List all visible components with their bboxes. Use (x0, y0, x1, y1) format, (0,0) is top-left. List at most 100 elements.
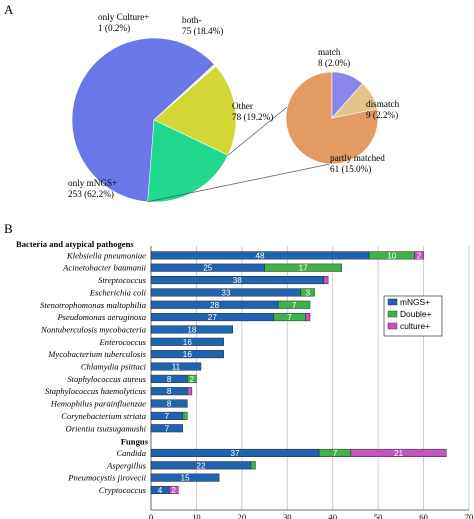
value-label-acinetobacter-baumanii-mngs: 25 (203, 264, 213, 273)
group-label-2: Fungus (121, 437, 149, 447)
value-label-pseudomonas-aeruginosa-double: 7 (287, 313, 292, 322)
category-label-cryptococcus: Cryptococcus (99, 485, 147, 495)
bar-streptococcus-culture (323, 276, 329, 285)
value-label-mycobacterium-tuberculosis-mngs: 16 (183, 350, 193, 359)
category-label-pseudomonas-aeruginosa: Pseudomonas aeruginosa (56, 312, 146, 322)
category-label-klebsiella-pneumoniae: Klebsiella pneumoniae (66, 250, 146, 260)
bar-candida-culture (350, 448, 447, 457)
x-tick-0: 0 (149, 512, 153, 519)
label-dismatch-2: 9 (2.2%) (366, 110, 398, 120)
value-label-acinetobacter-baumanii-double: 17 (299, 264, 309, 273)
bar-nontuberculosis-mycobacteria-mngs (150, 325, 233, 334)
value-label-pneumocystis-jirovecii-mngs: 15 (181, 474, 191, 483)
value-label-aspergillus-mngs: 22 (196, 461, 206, 470)
value-label-nontuberculosis-mycobacteria-mngs: 18 (187, 325, 197, 334)
bar-stenotrophomonas-maltophilia-double (277, 300, 311, 309)
value-label-escherichia-coli-mngs: 33 (221, 288, 231, 297)
value-label-stenotrophomonas-maltophilia-double: 7 (292, 301, 297, 310)
x-tick-70: 70 (465, 512, 474, 519)
bar-pseudomonas-aeruginosa-culture (305, 313, 311, 322)
bar-acinetobacter-baumanii-double (264, 263, 343, 272)
value-label-candida-double: 7 (333, 449, 338, 458)
bar-enterococcus-mngs (150, 337, 224, 346)
category-label-stenotrophomonas-maltophilia: Stenotrophomonas maltophilia (40, 300, 146, 310)
label-only-mngs-2: 253 (62.2%) (68, 189, 114, 199)
label-match-2: 8 (2.0%) (318, 58, 350, 68)
label-dismatch-1: dismatch (366, 99, 400, 109)
panel-b-label: B (4, 221, 13, 236)
category-label-staphylococcus-aureus: Staphylococcus aureus (67, 374, 146, 384)
group-label-1: Bacteria and atypical pathogens (16, 239, 134, 249)
category-label-corynebacterium-striata: Corynebacterium striata (61, 411, 146, 421)
value-label-cryptococcus-culture: 2 (171, 486, 176, 495)
value-label-streptococcus-mngs: 38 (233, 276, 243, 285)
panel-a-label: A (4, 2, 14, 17)
bar-staphylococcus-haemolyticus-culture (187, 387, 193, 396)
legend-label-culture: culture+ (400, 321, 430, 331)
label-both-negative-2: 75 (18.4%) (182, 26, 223, 36)
category-label-streptococcus: Streptococcus (98, 275, 147, 285)
bar-mycobacterium-tuberculosis-mngs (150, 350, 224, 359)
label-only-culture-1: only Culture+ (98, 12, 149, 22)
bar-chlamydia-psittaci-mngs (150, 362, 202, 371)
label-partly-matched-1: partly matched (330, 153, 385, 163)
category-label-acinetobacter-baumanii: Acinetobacter baumanii (62, 263, 146, 273)
value-label-escherichia-coli-double: 3 (305, 288, 310, 297)
category-label-nontuberculosis-mycobacteria: Nontuberculosis mycobacteria (40, 324, 146, 334)
category-label-escherichia-coli: Escherichia coli (89, 287, 147, 297)
label-only-mngs-1: only mNGS+ (68, 178, 117, 188)
bar-klebsiella-pneumoniae-culture (414, 251, 424, 260)
category-label-candida: Candida (116, 448, 146, 458)
x-tick-20: 20 (238, 512, 247, 519)
category-label-chlamydia-psittaci: Chlamydia psittaci (81, 362, 147, 372)
value-label-enterococcus-mngs: 16 (183, 338, 193, 347)
bar-cryptococcus-culture (168, 485, 179, 495)
bar-aspergillus-double (250, 461, 256, 470)
connector-line-bottom (147, 163, 331, 203)
label-only-culture-2: 1 (0.2%) (98, 23, 130, 33)
value-label-klebsiella-pneumoniae-culture: 2 (417, 251, 422, 260)
value-label-klebsiella-pneumoniae-mngs: 48 (255, 251, 265, 260)
value-label-stenotrophomonas-maltophilia-mngs: 28 (210, 301, 220, 310)
label-both-negative-1: both- (182, 15, 201, 25)
category-label-aspergillus: Aspergillus (106, 460, 146, 470)
category-label-mycobacterium-tuberculosis: Mycobacterium tuberculosis (47, 349, 146, 359)
x-tick-60: 60 (419, 512, 428, 519)
category-label-staphylococcus-haemolyticus: Staphylococcus haemolyticus (45, 386, 147, 396)
value-label-pseudomonas-aeruginosa-mngs: 27 (208, 313, 218, 322)
x-tick-50: 50 (374, 512, 383, 519)
value-label-staphylococcus-aureus-double: 2 (190, 375, 195, 384)
subpie-slice-match (331, 83, 378, 119)
x-tick-10: 10 (192, 512, 201, 519)
legend-label-double: Double+ (400, 309, 432, 319)
value-label-candida-mngs: 37 (230, 449, 240, 458)
value-label-orientia-tsutsugamushi-mngs: 7 (165, 424, 170, 433)
bar-corynebacterium-striata-double (182, 411, 188, 420)
category-label-hemophilus-parainfluenzae: Hemophilus parainfluenzae (50, 399, 146, 409)
legend-swatch-mngs (387, 298, 398, 306)
value-label-hemophilus-parainfluenzae-mngs: 8 (167, 400, 172, 409)
bar-staphylococcus-aureus-double (187, 374, 197, 383)
legend-label-mngs: mNGS+ (400, 297, 430, 307)
value-label-corynebacterium-striata-mngs: 7 (165, 412, 170, 421)
value-label-chlamydia-psittaci-mngs: 11 (172, 363, 181, 372)
value-label-cryptococcus-mngs: 4 (158, 486, 163, 495)
x-tick-40: 40 (328, 512, 337, 519)
bar-hemophilus-parainfluenzae-mngs (150, 399, 188, 408)
value-label-staphylococcus-aureus-mngs: 8 (167, 375, 172, 384)
legend-swatch-culture (387, 322, 398, 330)
value-label-klebsiella-pneumoniae-double: 10 (387, 251, 397, 260)
label-partly-matched-2: 61 (15.0%) (330, 164, 371, 174)
category-label-enterococcus: Enterococcus (99, 337, 147, 347)
label-other-2: 78 (19.2%) (232, 112, 273, 122)
bar-orientia-tsutsugamushi-mngs (150, 424, 184, 433)
value-label-candida-culture: 21 (394, 449, 404, 458)
bar-escherichia-coli-double (300, 288, 315, 297)
category-label-pneumocystis-jirovecii: Pneumocystis jirovecii (67, 473, 146, 483)
x-tick-30: 30 (283, 512, 292, 519)
label-other-1: Other (232, 101, 253, 111)
pie-slice-other (147, 119, 229, 203)
legend-swatch-double (387, 310, 398, 318)
label-match-1: match (318, 47, 341, 57)
